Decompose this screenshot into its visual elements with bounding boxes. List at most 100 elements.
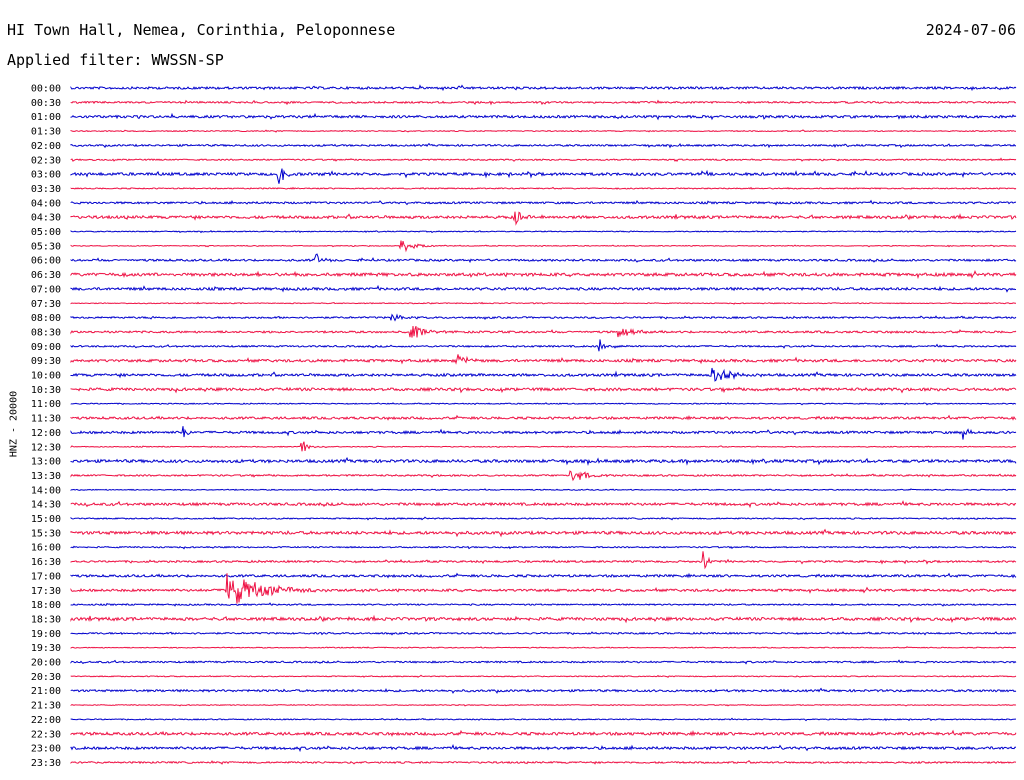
seismic-trace xyxy=(70,500,1017,509)
time-label: 04:30 xyxy=(31,213,61,224)
seismic-trace xyxy=(70,602,1017,607)
seismic-trace xyxy=(70,572,1017,579)
seismic-trace xyxy=(70,84,1017,92)
time-label: 19:00 xyxy=(31,629,61,640)
seismic-trace xyxy=(70,729,1017,737)
seismic-trace xyxy=(70,199,1017,206)
seismic-trace xyxy=(70,488,1017,492)
seismic-trace xyxy=(70,744,1017,753)
seismic-trace xyxy=(70,186,1017,190)
time-label: 02:30 xyxy=(31,155,61,166)
seismic-trace xyxy=(70,426,1017,440)
seismic-trace xyxy=(70,457,1017,467)
time-label: 11:00 xyxy=(31,399,61,410)
time-label: 17:00 xyxy=(31,571,61,582)
time-label: 12:30 xyxy=(31,442,61,453)
time-label: 14:00 xyxy=(31,485,61,496)
time-label: 10:00 xyxy=(31,371,61,382)
seismic-trace xyxy=(70,516,1017,521)
time-label: 20:00 xyxy=(31,658,61,669)
seismic-trace xyxy=(70,545,1017,550)
time-label: 23:30 xyxy=(31,758,61,769)
time-label: 16:00 xyxy=(31,543,61,554)
seismic-trace xyxy=(70,470,1017,482)
date-label: 2024-07-06 xyxy=(925,21,1016,39)
seismic-trace xyxy=(70,659,1017,665)
seismic-trace xyxy=(70,326,1017,338)
time-label: 03:00 xyxy=(31,170,61,181)
seismic-trace xyxy=(70,414,1017,421)
seismic-trace xyxy=(70,168,1017,184)
time-label: 00:00 xyxy=(31,84,61,95)
seismic-trace xyxy=(70,99,1017,106)
seismic-trace xyxy=(70,240,1017,253)
station-title: HI Town Hall, Nemea, Corinthia, Peloponn… xyxy=(7,21,396,39)
time-label: 03:30 xyxy=(31,184,61,195)
seismic-trace xyxy=(70,129,1017,133)
time-label: 09:30 xyxy=(31,356,61,367)
time-label: 21:30 xyxy=(31,701,61,712)
time-label: 06:30 xyxy=(31,270,61,281)
seismic-trace xyxy=(70,367,1017,382)
time-label: 07:30 xyxy=(31,299,61,310)
time-label: 05:00 xyxy=(31,227,61,238)
time-label: 18:00 xyxy=(31,600,61,611)
seismic-trace xyxy=(70,339,1017,352)
time-label: 15:30 xyxy=(31,528,61,539)
time-label: 23:00 xyxy=(31,744,61,755)
seismic-trace xyxy=(70,386,1017,394)
time-label: 01:00 xyxy=(31,112,61,123)
seismic-trace xyxy=(70,759,1017,765)
seismic-trace xyxy=(70,687,1017,694)
seismic-trace xyxy=(70,112,1017,121)
time-label: 19:30 xyxy=(31,643,61,654)
seismic-trace xyxy=(70,703,1017,707)
time-label: 21:00 xyxy=(31,686,61,697)
time-label: 06:00 xyxy=(31,256,61,267)
seismic-trace xyxy=(70,614,1017,624)
time-label: 04:00 xyxy=(31,198,61,209)
seismic-trace xyxy=(70,441,1017,452)
time-label: 14:30 xyxy=(31,500,61,511)
time-label: 18:30 xyxy=(31,614,61,625)
seismic-trace xyxy=(70,674,1017,678)
seismic-trace xyxy=(70,313,1017,322)
seismic-trace xyxy=(70,551,1017,570)
time-label: 08:00 xyxy=(31,313,61,324)
seismic-trace xyxy=(70,402,1017,406)
seismic-trace xyxy=(70,573,1017,604)
seismic-trace xyxy=(70,157,1017,162)
time-label: 22:00 xyxy=(31,715,61,726)
time-label: 02:00 xyxy=(31,141,61,152)
time-label: 16:30 xyxy=(31,557,61,568)
time-label: 20:30 xyxy=(31,672,61,683)
seismic-trace xyxy=(70,253,1017,264)
time-label: 08:30 xyxy=(31,327,61,338)
seismic-trace xyxy=(70,631,1017,636)
seismic-trace xyxy=(70,142,1017,149)
seismic-trace xyxy=(70,284,1017,293)
seismic-trace xyxy=(70,301,1016,305)
time-label: 11:30 xyxy=(31,414,61,425)
seismic-trace xyxy=(70,229,1017,234)
seismic-trace xyxy=(70,211,1017,226)
time-label: 13:00 xyxy=(31,457,61,468)
time-label: 00:30 xyxy=(31,98,61,109)
seismic-trace xyxy=(70,270,1017,280)
time-label: 01:30 xyxy=(31,127,61,138)
filter-label: Applied filter: WWSSN-SP xyxy=(7,51,224,69)
seismic-trace xyxy=(70,528,1017,538)
time-label: 12:00 xyxy=(31,428,61,439)
time-label: 07:00 xyxy=(31,284,61,295)
time-label: 17:30 xyxy=(31,586,61,597)
time-label: 13:30 xyxy=(31,471,61,482)
time-label: 10:30 xyxy=(31,385,61,396)
seismic-trace xyxy=(70,717,1016,722)
seismic-trace xyxy=(70,354,1017,365)
time-label: 05:30 xyxy=(31,241,61,252)
time-label: 15:00 xyxy=(31,514,61,525)
seismic-trace xyxy=(70,646,1017,649)
time-label: 22:30 xyxy=(31,729,61,740)
